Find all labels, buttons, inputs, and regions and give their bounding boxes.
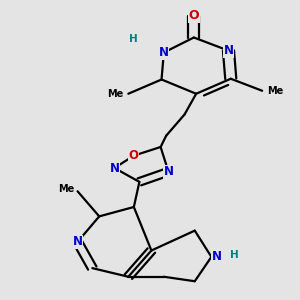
Text: Me: Me bbox=[267, 86, 283, 96]
Text: N: N bbox=[224, 44, 233, 57]
Text: N: N bbox=[110, 161, 119, 175]
Text: N: N bbox=[159, 46, 169, 59]
Text: Me: Me bbox=[58, 184, 74, 194]
Text: N: N bbox=[164, 165, 173, 178]
Text: O: O bbox=[188, 9, 199, 22]
Text: O: O bbox=[129, 149, 139, 162]
Text: H: H bbox=[230, 250, 239, 260]
Text: H: H bbox=[130, 34, 138, 44]
Text: Me: Me bbox=[107, 89, 124, 99]
Text: N: N bbox=[212, 250, 222, 263]
Text: N: N bbox=[73, 236, 82, 248]
